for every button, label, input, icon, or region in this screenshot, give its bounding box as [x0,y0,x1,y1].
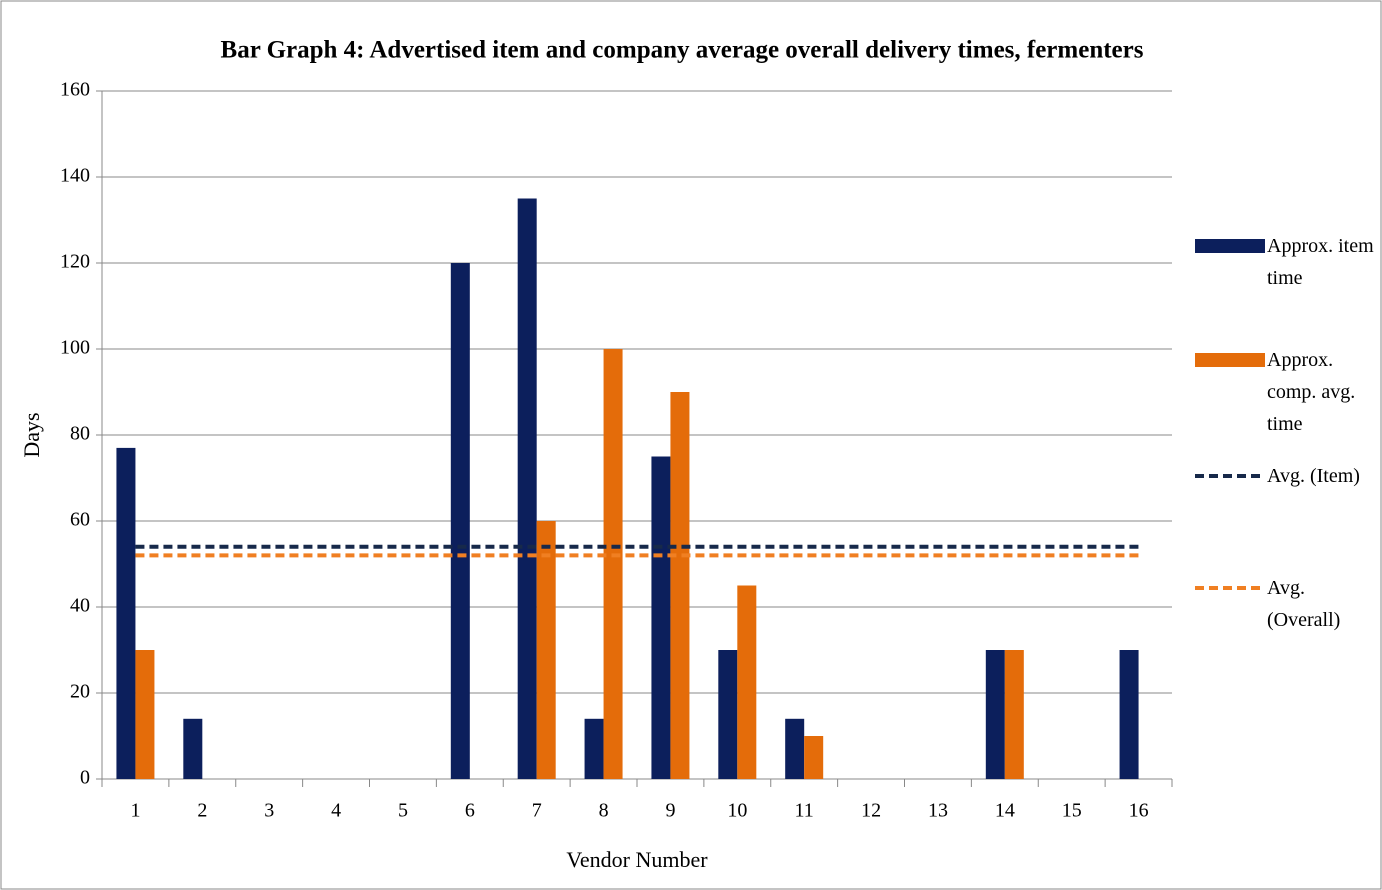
bar [718,650,738,779]
legend-label: Avg. (Overall) [1267,577,1341,631]
bar [450,263,470,779]
y-tick-label: 120 [60,251,90,273]
y-tick-label: 40 [70,595,90,617]
bar [116,447,136,779]
legend-label: Approx. item time [1267,235,1374,289]
x-tick-label: 15 [1062,800,1082,822]
y-tick-label: 140 [60,165,90,187]
bar [737,585,757,779]
y-tick-label: 20 [70,681,90,703]
x-tick-label: 4 [331,800,341,822]
bar [670,392,690,779]
x-tick-label: 12 [861,800,881,822]
legend-entry: Avg. (Item) [1267,465,1360,487]
legend-label: Approx. comp. avg. time [1267,349,1356,435]
legend-entry: Approx. comp. avg. time [1267,349,1356,435]
y-tick-label: 0 [80,767,90,789]
x-tick-label: 5 [398,800,408,822]
bar [584,718,604,779]
bar [603,349,623,779]
y-axis-label: Days [19,412,44,457]
legend-label: Avg. (Item) [1267,465,1360,487]
bar [785,718,805,779]
x-tick-label: 9 [665,800,675,822]
x-axis-label: Vendor Number [566,847,708,872]
legend-swatch [1195,239,1265,253]
y-tick-label: 160 [60,79,90,101]
x-tick-label: 7 [532,800,542,822]
bar [517,198,537,779]
legend-entry: Avg. (Overall) [1267,577,1341,631]
bar [1004,650,1024,779]
x-tick-label: 8 [599,800,609,822]
y-tick-label: 100 [60,337,90,359]
bar [536,521,556,779]
bar [183,718,203,779]
x-tick-label: 11 [795,800,814,822]
bar [985,650,1005,779]
x-tick-label: 2 [197,800,207,822]
bar [651,456,671,779]
x-tick-label: 14 [995,800,1015,822]
y-tick-label: 80 [70,423,90,445]
chart-title: Bar Graph 4: Advertised item and company… [221,37,1144,64]
y-tick-label: 60 [70,509,90,531]
bar [135,650,155,779]
x-tick-label: 1 [130,800,140,822]
bar [804,736,824,779]
x-tick-label: 6 [465,800,475,822]
x-tick-label: 3 [264,800,274,822]
legend-swatch [1195,353,1265,367]
x-tick-label: 13 [928,800,948,822]
x-tick-label: 16 [1129,800,1149,822]
bar [1119,650,1139,779]
x-tick-label: 10 [727,800,747,822]
legend-entry: Approx. item time [1267,235,1374,289]
